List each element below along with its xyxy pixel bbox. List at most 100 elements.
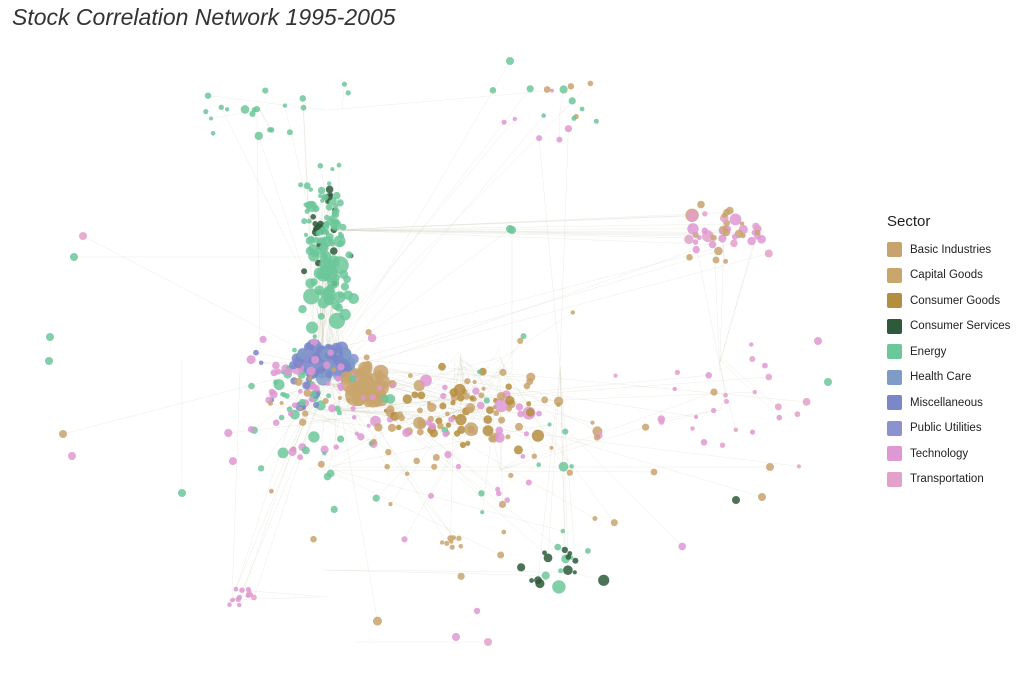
network-edge bbox=[328, 90, 552, 111]
network-node bbox=[327, 349, 335, 357]
network-edge bbox=[459, 353, 496, 401]
network-node bbox=[308, 396, 314, 402]
network-node bbox=[464, 378, 471, 385]
legend-item: Health Care bbox=[887, 365, 1010, 391]
network-node bbox=[700, 439, 708, 446]
network-node bbox=[523, 431, 530, 437]
network-node bbox=[204, 92, 212, 99]
network-node bbox=[365, 329, 372, 336]
network-edge bbox=[538, 138, 561, 366]
network-node bbox=[380, 394, 389, 403]
network-node bbox=[336, 199, 344, 207]
network-node bbox=[298, 398, 306, 407]
network-node bbox=[692, 245, 700, 254]
network-node bbox=[302, 352, 312, 362]
network-node bbox=[494, 432, 505, 443]
network-node bbox=[432, 454, 440, 461]
network-node bbox=[721, 212, 728, 218]
network-node bbox=[765, 373, 773, 381]
network-node bbox=[313, 385, 320, 392]
network-node bbox=[275, 368, 282, 375]
network-node bbox=[322, 223, 327, 228]
network-node bbox=[541, 571, 550, 580]
network-node bbox=[366, 423, 371, 428]
network-edge bbox=[719, 228, 758, 362]
network-node bbox=[710, 388, 718, 396]
network-node bbox=[515, 403, 524, 411]
network-node bbox=[310, 214, 317, 220]
network-node bbox=[268, 127, 275, 133]
network-edge bbox=[719, 232, 758, 362]
network-edge bbox=[343, 249, 697, 373]
network-node bbox=[328, 312, 346, 329]
legend-swatch bbox=[887, 420, 902, 436]
network-node bbox=[705, 372, 712, 379]
network-node bbox=[292, 347, 297, 353]
network-edge bbox=[332, 243, 735, 350]
network-node bbox=[494, 398, 509, 412]
network-node bbox=[549, 445, 554, 450]
network-node bbox=[253, 349, 259, 356]
network-node bbox=[320, 445, 329, 454]
network-node bbox=[59, 430, 67, 438]
network-node bbox=[306, 218, 312, 224]
network-node bbox=[531, 429, 545, 442]
legend-label: Basic Industries bbox=[910, 243, 992, 256]
network-node bbox=[331, 301, 341, 310]
network-node bbox=[330, 505, 338, 513]
network-edge bbox=[321, 469, 655, 473]
network-node bbox=[492, 405, 497, 410]
network-node bbox=[650, 468, 658, 476]
network-node bbox=[272, 419, 280, 427]
network-node bbox=[325, 233, 334, 241]
network-node bbox=[327, 181, 332, 186]
network-node bbox=[386, 405, 395, 414]
network-node bbox=[473, 607, 481, 615]
network-node bbox=[484, 638, 492, 646]
legend-swatch bbox=[887, 318, 902, 334]
network-node bbox=[388, 502, 393, 507]
network-node bbox=[684, 234, 694, 244]
network-node bbox=[542, 550, 547, 556]
network-node bbox=[477, 369, 482, 375]
network-node bbox=[305, 278, 316, 289]
network-node bbox=[749, 429, 756, 435]
network-node bbox=[178, 489, 186, 497]
network-node bbox=[428, 492, 434, 499]
network-node bbox=[366, 390, 371, 395]
network-node bbox=[427, 402, 437, 412]
network-node bbox=[360, 395, 366, 401]
legend-label: Capital Goods bbox=[910, 269, 983, 282]
network-node bbox=[70, 253, 78, 261]
network-node bbox=[279, 401, 284, 405]
network-node bbox=[504, 497, 511, 503]
network-node bbox=[451, 535, 457, 541]
network-edge bbox=[321, 419, 324, 465]
network-node bbox=[331, 211, 340, 219]
network-node bbox=[284, 367, 293, 376]
network-node bbox=[227, 602, 232, 607]
network-node bbox=[558, 568, 564, 574]
network-node bbox=[340, 282, 349, 291]
network-node bbox=[321, 193, 329, 201]
legend-label: Consumer Services bbox=[910, 320, 1011, 333]
network-node bbox=[483, 397, 490, 404]
network-node bbox=[593, 434, 601, 441]
network-node bbox=[299, 95, 307, 102]
network-node bbox=[398, 414, 406, 422]
network-edge bbox=[719, 357, 779, 408]
network-node bbox=[339, 223, 347, 231]
network-edge bbox=[499, 370, 572, 467]
network-node bbox=[505, 434, 511, 440]
network-node bbox=[541, 396, 549, 404]
network-edge bbox=[326, 88, 531, 352]
legend: Sector Basic Industries Capital Goods Cons… bbox=[887, 213, 1010, 492]
network-edge bbox=[559, 109, 561, 140]
network-edge bbox=[420, 409, 461, 422]
network-node bbox=[330, 241, 335, 247]
network-node bbox=[796, 464, 802, 469]
network-node bbox=[357, 433, 365, 441]
network-node bbox=[455, 413, 467, 426]
network-node bbox=[363, 360, 373, 370]
network-node bbox=[273, 379, 285, 391]
